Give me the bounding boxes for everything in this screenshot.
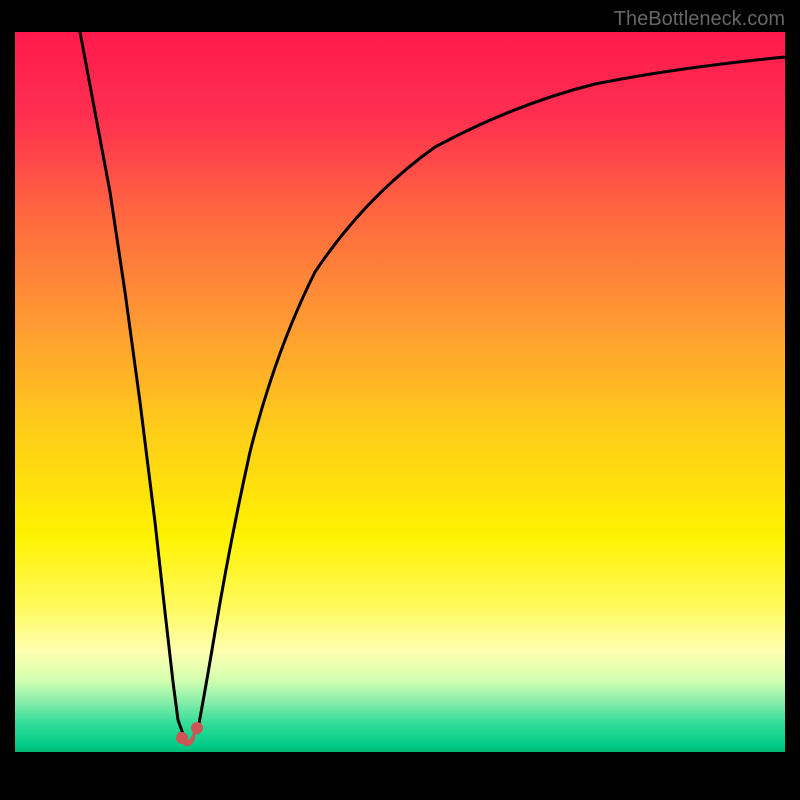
watermark-text: TheBottleneck.com [614,8,785,31]
chart-container [15,32,785,787]
plot-area [15,32,785,752]
marker-point [191,722,203,734]
curve-overlay [15,32,785,752]
curve-left [80,32,183,734]
marker-point [176,732,188,744]
curve-right [197,57,785,734]
